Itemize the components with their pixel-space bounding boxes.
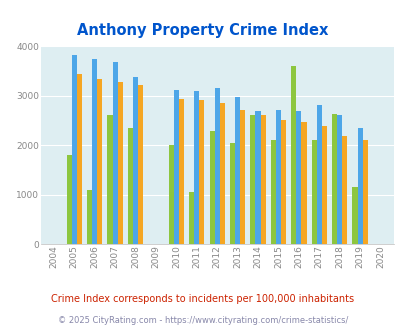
Bar — [168, 145, 173, 244]
Bar — [194, 91, 199, 244]
Bar — [72, 55, 77, 244]
Bar — [260, 115, 265, 244]
Bar — [321, 126, 326, 244]
Bar — [117, 82, 122, 244]
Text: Crime Index corresponds to incidents per 100,000 inhabitants: Crime Index corresponds to incidents per… — [51, 294, 354, 304]
Bar — [219, 103, 224, 244]
Bar — [234, 97, 240, 244]
Bar — [189, 192, 194, 244]
Bar — [290, 66, 296, 244]
Bar — [311, 140, 316, 244]
Bar — [138, 85, 143, 244]
Bar — [331, 114, 336, 244]
Bar — [275, 110, 280, 244]
Bar — [240, 110, 245, 244]
Bar — [214, 88, 219, 244]
Bar — [316, 105, 321, 244]
Bar — [173, 90, 179, 244]
Bar — [280, 120, 286, 244]
Bar — [296, 111, 301, 244]
Text: Anthony Property Crime Index: Anthony Property Crime Index — [77, 23, 328, 38]
Bar — [87, 190, 92, 244]
Bar — [229, 143, 234, 244]
Bar — [133, 77, 138, 244]
Text: © 2025 CityRating.com - https://www.cityrating.com/crime-statistics/: © 2025 CityRating.com - https://www.city… — [58, 316, 347, 325]
Bar — [336, 115, 341, 244]
Bar — [92, 59, 97, 244]
Bar — [66, 155, 72, 244]
Bar — [199, 100, 204, 244]
Bar — [250, 115, 255, 244]
Bar — [301, 122, 306, 244]
Bar — [362, 140, 367, 244]
Bar — [128, 128, 133, 244]
Bar — [255, 111, 260, 244]
Bar — [112, 62, 117, 244]
Bar — [107, 115, 112, 244]
Bar — [209, 131, 214, 244]
Bar — [179, 99, 183, 244]
Bar — [357, 128, 362, 244]
Bar — [270, 140, 275, 244]
Bar — [341, 136, 347, 244]
Bar — [77, 75, 82, 244]
Bar — [97, 79, 102, 244]
Bar — [352, 187, 357, 244]
